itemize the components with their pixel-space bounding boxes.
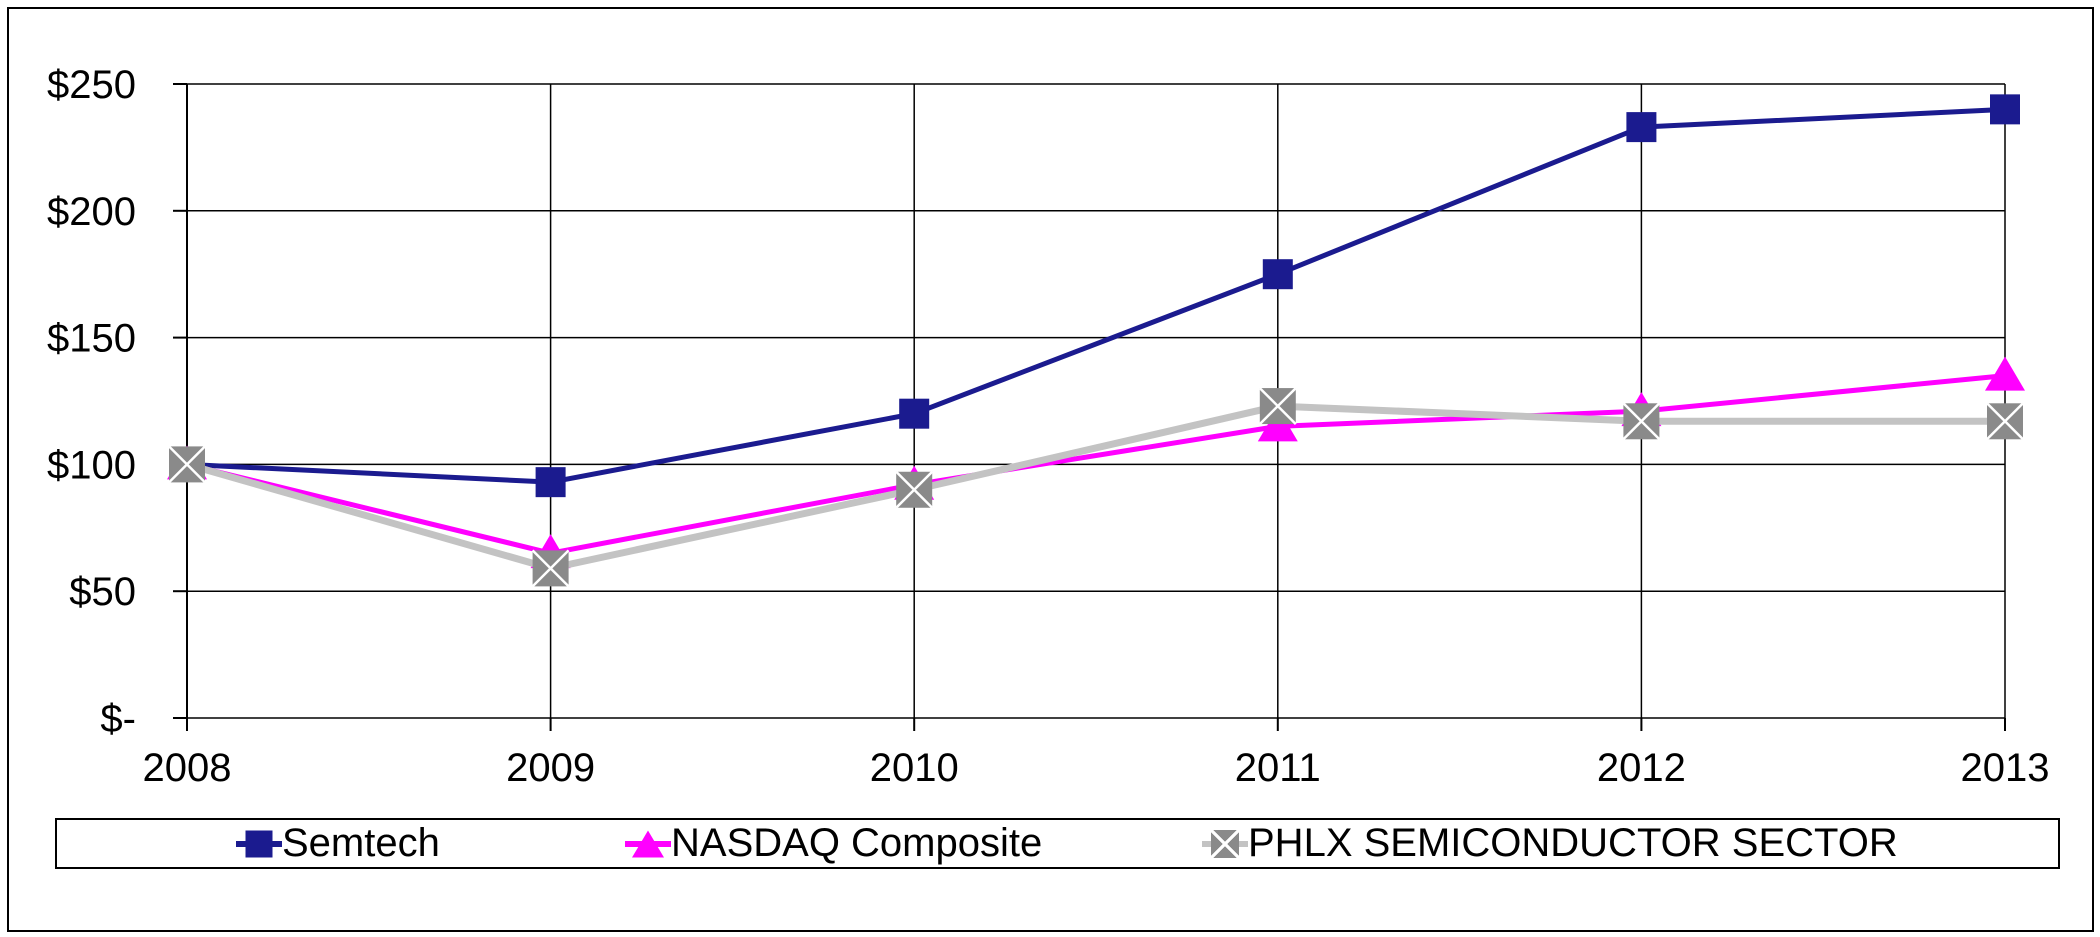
semtech-square-icon [236,820,282,867]
x-square-cross [1622,402,1661,441]
data-point-triangle [1985,356,2025,391]
x-square-cross [1986,402,2024,441]
legend-label-nasdaq-composite: NASDAQ Composite [671,821,1043,865]
legend-label-phlx-semiconductor: PHLX SEMICONDUCTOR SECTOR [1248,821,1898,865]
y-axis-label: $250 [47,63,136,107]
phlx-semiconductor-sector-line [186,402,2005,572]
y-axis-label: $100 [47,443,136,487]
y-axis-label: $200 [47,190,136,234]
x-axis-label: 2008 [143,746,232,790]
x-square-cross [1258,387,1297,425]
data-point-square [1262,259,1293,290]
x-axis-label: 2011 [1235,746,1321,790]
semtech-line [186,106,2006,485]
legend-entry-semtech: Semtech [236,820,440,867]
x-square-cross [168,445,206,484]
triangle-icon [625,820,671,867]
x-square-cross [895,470,934,509]
legend-entry-nasdaq-composite: NASDAQ Composite [625,820,1042,867]
y-axis-label: $- [100,697,136,741]
x-axis-label: 2013 [1961,746,2050,790]
data-point-square [899,398,930,429]
data-point-square [535,467,566,498]
x-square-cross [531,549,570,588]
x-axis-label: 2012 [1597,746,1686,790]
data-point-triangle [1257,407,1298,442]
data-point-square [1626,112,1657,143]
x-square-icon [1202,820,1248,867]
legend-label-semtech: Semtech [282,821,440,865]
data-point-square [1990,94,2020,125]
legend-box: Semtech NASDAQ Composite PHLX SEMICONDUC… [55,818,2060,869]
x-axis-label: 2009 [506,746,595,790]
legend-entry-phlx-semiconductor: PHLX SEMICONDUCTOR SECTOR [1202,820,1898,867]
x-axis-label: 2010 [870,746,959,790]
nasdaq-composite-line [186,373,2006,556]
y-axis-label: $50 [69,570,136,614]
y-axis-label: $150 [47,317,136,361]
